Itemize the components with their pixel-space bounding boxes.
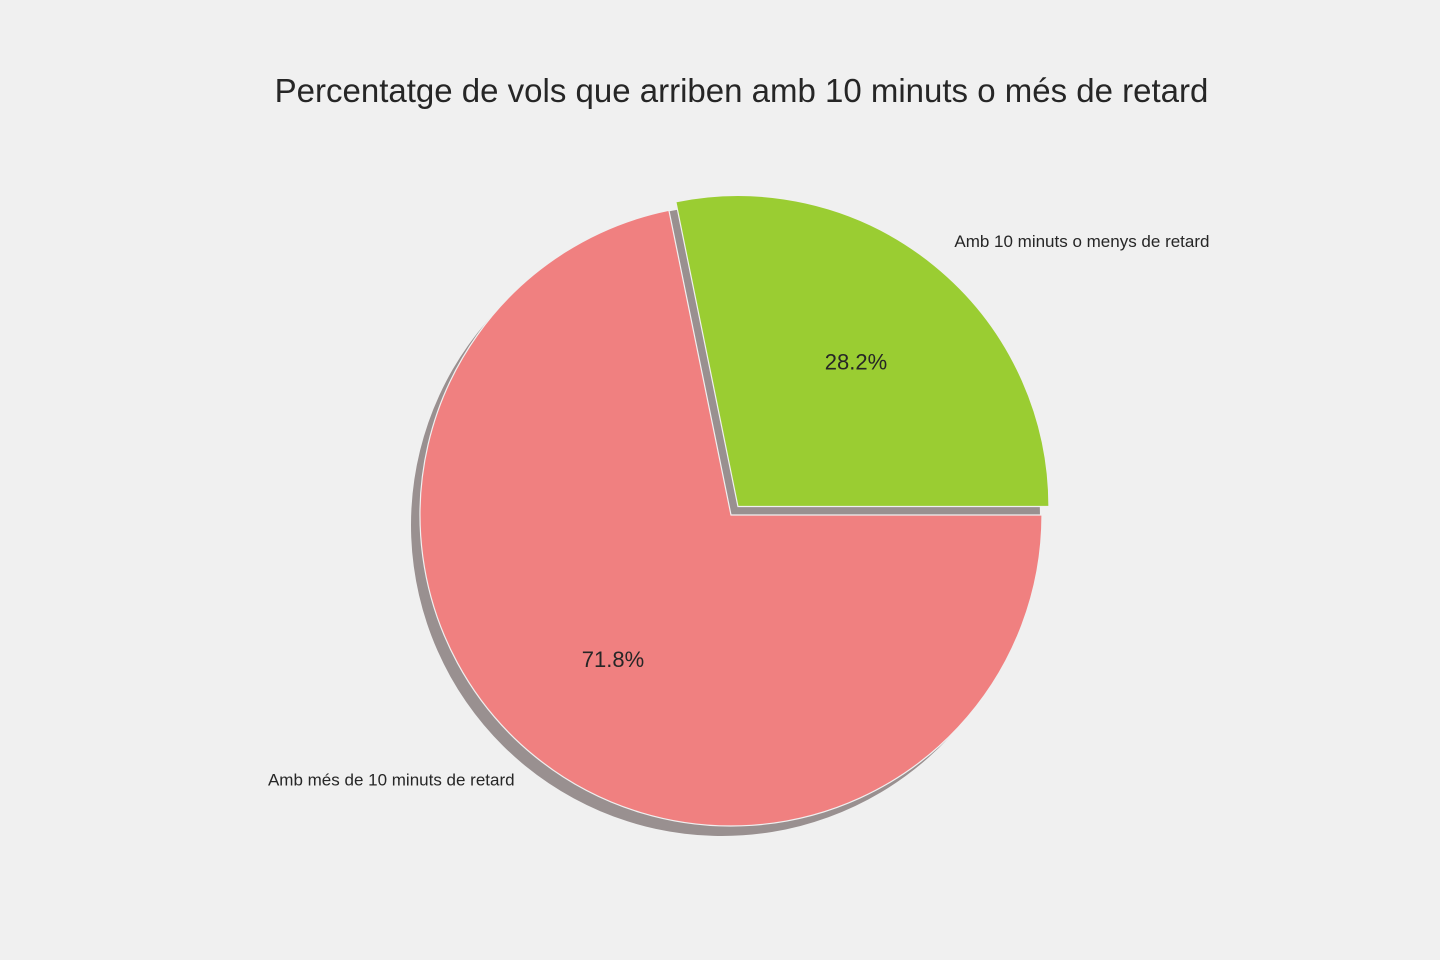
pie-slice-amb-mes-de-10-minuts-de-retard	[419, 209, 1043, 827]
pie-slices	[419, 194, 1050, 827]
pie-labels: Amb 10 minuts o menys de retard 28.2% Amb …	[268, 232, 1210, 789]
slice-label-amb-10-minuts-o-menys-de-retard: Amb 10 minuts o menys de retard	[954, 232, 1209, 251]
slice-label-amb-mes-de-10-minuts-de-retard: Amb més de 10 minuts de retard	[268, 770, 515, 789]
slice-percent-amb-mes-de-10-minuts-de-retard: 71.8%	[582, 647, 644, 672]
chart-title: Percentatge de vols que arriben amb 10 m…	[274, 72, 1209, 109]
slice-percent-amb-10-minuts-o-menys-de-retard: 28.2%	[825, 349, 887, 374]
pie-slice-amb-10-minuts-o-menys-de-retard	[675, 194, 1050, 508]
